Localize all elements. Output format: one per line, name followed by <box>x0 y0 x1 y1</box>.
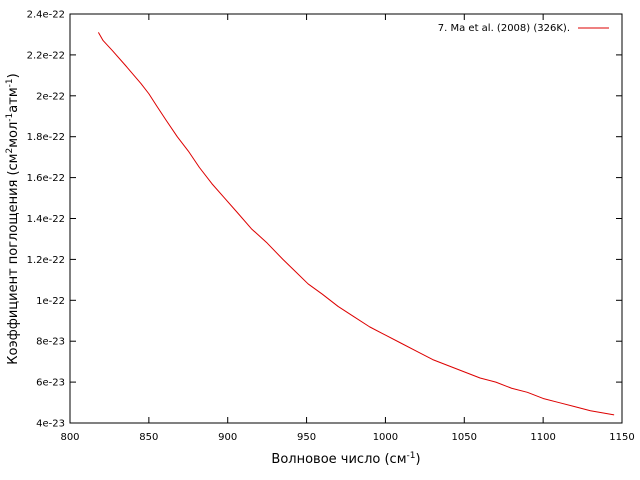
y-tick-label: 1.8e-22 <box>27 132 65 143</box>
legend-label: 7. Ma et al. (2008) (326K). <box>438 23 570 34</box>
x-tick-label: 900 <box>218 432 237 443</box>
y-axis-label: Коэффициент поглощения (см2мол-1атм-1) <box>5 73 21 364</box>
x-axis-label-main: Волновое число (см <box>271 452 406 467</box>
x-tick-label: 850 <box>139 432 158 443</box>
y-tick-label: 1e-22 <box>36 296 65 307</box>
x-tick-label: 1100 <box>530 432 555 443</box>
x-tick-label: 950 <box>297 432 316 443</box>
y-axis-label-s2: -1 <box>5 113 15 122</box>
x-tick-label: 1050 <box>452 432 477 443</box>
y-tick-label: 2e-22 <box>36 91 65 102</box>
y-axis-label-s1: 2 <box>5 148 15 154</box>
x-axis-label-sup: -1 <box>407 451 416 461</box>
x-tick-label: 1000 <box>373 432 398 443</box>
legend: 7. Ma et al. (2008) (326K). <box>438 23 609 34</box>
x-axis-ticks: 800 850 900 950 1000 1050 1100 1150 <box>60 14 635 443</box>
series-group <box>97 32 615 416</box>
y-axis-label-p4: ) <box>6 73 21 78</box>
plot-frame <box>69 13 623 424</box>
x-axis-label: Волновое число (см-1) <box>271 451 420 467</box>
y-axis-label-p3: атм <box>6 87 21 112</box>
y-tick-label: 1.2e-22 <box>27 255 65 266</box>
y-tick-label: 6e-23 <box>36 378 65 389</box>
x-tick-label: 800 <box>60 432 79 443</box>
y-tick-label: 8e-23 <box>36 337 65 348</box>
y-tick-label: 1.4e-22 <box>27 214 65 225</box>
series-line-0 <box>97 32 615 416</box>
y-tick-label: 4e-23 <box>36 419 65 430</box>
x-tick-label: 1150 <box>609 432 634 443</box>
y-axis-label-p1: Коэффициент поглощения (см <box>6 154 21 365</box>
y-tick-label: 2.2e-22 <box>27 50 65 61</box>
y-axis-label-s3: -1 <box>5 78 15 87</box>
x-axis-label-tail: ) <box>415 452 420 467</box>
y-axis-ticks: 4e-23 6e-23 8e-23 1e-22 1.2e-22 1.4e-22 1.6e-2… <box>27 10 622 430</box>
y-axis-label-p2: мол <box>6 122 21 148</box>
y-tick-label: 2.4e-22 <box>27 10 65 21</box>
y-tick-label: 1.6e-22 <box>27 173 65 184</box>
